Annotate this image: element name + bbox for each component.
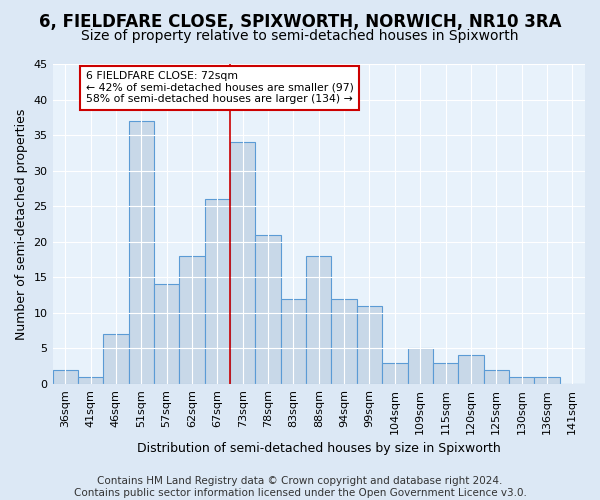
Bar [407,348,433,384]
Bar [433,362,458,384]
X-axis label: Distribution of semi-detached houses by size in Spixworth: Distribution of semi-detached houses by … [137,442,500,455]
Bar [382,362,407,384]
Bar [484,370,509,384]
Text: Size of property relative to semi-detached houses in Spixworth: Size of property relative to semi-detach… [81,29,519,43]
Bar [53,370,78,384]
Bar [357,306,382,384]
Y-axis label: Number of semi-detached properties: Number of semi-detached properties [15,108,28,340]
Bar [256,234,281,384]
Text: Contains HM Land Registry data © Crown copyright and database right 2024.
Contai: Contains HM Land Registry data © Crown c… [74,476,526,498]
Bar [331,298,357,384]
Bar [281,298,306,384]
Bar [179,256,205,384]
Bar [306,256,331,384]
Bar [128,121,154,384]
Bar [154,284,179,384]
Text: 6 FIELDFARE CLOSE: 72sqm
← 42% of semi-detached houses are smaller (97)
58% of s: 6 FIELDFARE CLOSE: 72sqm ← 42% of semi-d… [86,71,353,104]
Bar [205,199,230,384]
Text: 6, FIELDFARE CLOSE, SPIXWORTH, NORWICH, NR10 3RA: 6, FIELDFARE CLOSE, SPIXWORTH, NORWICH, … [39,12,561,30]
Bar [509,377,534,384]
Bar [78,377,103,384]
Bar [103,334,128,384]
Bar [230,142,256,384]
Bar [534,377,560,384]
Bar [458,356,484,384]
